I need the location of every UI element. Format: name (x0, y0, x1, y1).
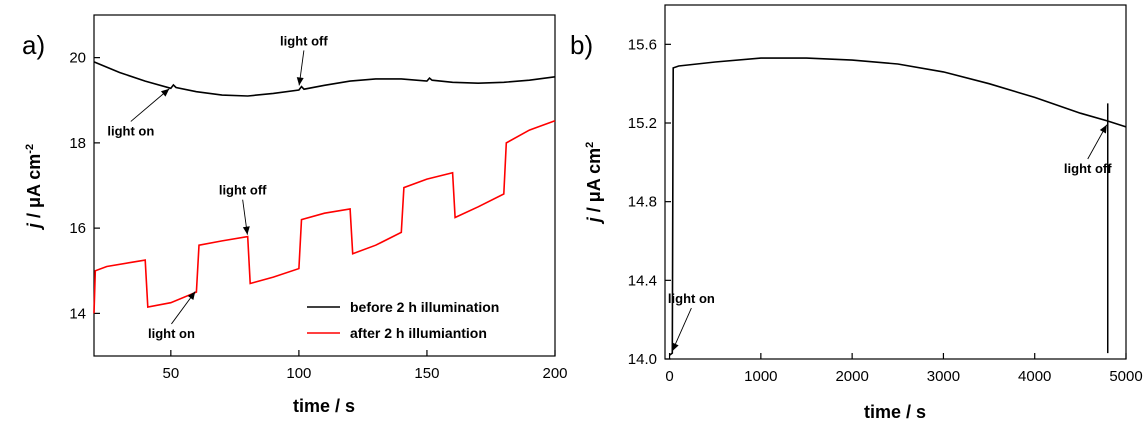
chart-a-series-line-0 (93, 61, 556, 97)
chart-a-x-tick-label: 100 (286, 365, 311, 382)
chart-a-legend: before 2 h illumination after 2 h illumi… (307, 299, 499, 341)
chart-a-annotation-arrowhead (296, 77, 304, 86)
chart-a-y-tick-label: 20 (69, 50, 86, 67)
legend-label-before: before 2 h illumination (350, 299, 499, 315)
chart-a-annotation-arrow (130, 88, 170, 122)
chart-a-annotation: light on (107, 88, 170, 138)
chart-b-annotation: light on (668, 291, 715, 352)
panel-label-b: b) (570, 30, 593, 60)
chart-a-y-tick-label: 16 (69, 220, 86, 237)
chart-a-annotation: light off (280, 33, 328, 86)
chart-b-series-line-0 (669, 57, 1127, 356)
chart-a-frame (93, 14, 556, 357)
chart-b-annotation-arrowhead (1099, 124, 1107, 134)
chart-b-y-tick-label: 14.4 (628, 272, 657, 289)
chart-b-y-axis-label: j / μA cm2 (584, 142, 604, 225)
chart-a-annotation-arrowhead (160, 88, 170, 97)
chart-b-annotation-label: light off (1064, 161, 1112, 176)
chart-b-y-tick-label: 15.6 (628, 36, 657, 53)
chart-a-annotation-label: light on (107, 123, 154, 138)
chart-a-annotation-label: light off (219, 183, 267, 198)
chart-b-x-tick-label: 2000 (835, 368, 868, 385)
chart-a: 50 100 150 200 14 16 18 20 light off light on lig… (24, 14, 568, 416)
chart-a-y-axis-label: j / μA cm-2 (24, 144, 44, 230)
chart-b-annotation: light off (1064, 124, 1112, 176)
chart-a-series-line-1 (93, 119, 556, 314)
chart-b-x-tick-label: 5000 (1109, 368, 1142, 385)
chart-b-y-tick-label: 14.8 (628, 194, 657, 211)
chart-a-x-axis-label: time / s (293, 396, 355, 416)
chart-a-annotation: light on (148, 291, 196, 341)
chart-b-y-tick-label: 14.0 (628, 351, 657, 368)
chart-a-annotation: light off (219, 183, 267, 235)
chart-a-annotation-label: light on (148, 326, 195, 341)
chart-b-x-axis-label: time / s (864, 402, 926, 422)
legend-label-after: after 2 h illumiantion (350, 325, 487, 341)
panel-label-a: a) (22, 30, 45, 60)
chart-b-annotation-label: light on (668, 291, 715, 306)
chart-b-x-tick-label: 1000 (744, 368, 777, 385)
chart-b: 0 1000 2000 3000 4000 5000 14.0 14.4 14.8 15.2 15.… (584, 4, 1143, 422)
chart-b-annotation-arrowhead (672, 342, 679, 352)
chart-a-y-tick-label: 18 (69, 135, 86, 152)
chart-a-annotation-label: light off (280, 33, 328, 48)
chart-a-y-tick-label: 14 (69, 305, 86, 322)
chart-b-x-tick-label: 4000 (1018, 368, 1051, 385)
chart-b-y-tick-label: 15.2 (628, 115, 657, 132)
chart-a-annotation-arrowhead (187, 291, 196, 301)
chart-a-x-tick-label: 50 (162, 365, 179, 382)
chart-b-x-tick-label: 3000 (927, 368, 960, 385)
chart-b-x-tick-label: 0 (665, 368, 673, 385)
chart-a-x-tick-label: 200 (542, 365, 567, 382)
chart-b-frame (664, 4, 1127, 360)
chart-a-x-tick-label: 150 (414, 365, 439, 382)
chart-a-annotation-arrowhead (242, 226, 250, 235)
